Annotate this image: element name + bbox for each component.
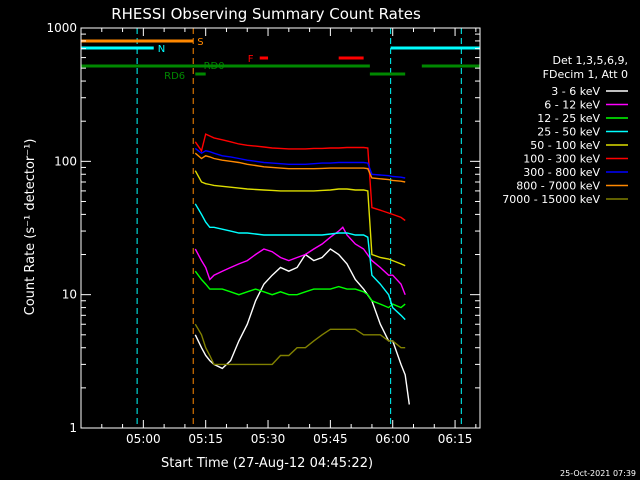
x-axis-label: Start Time (27-Aug-12 04:45:22) [161,456,373,471]
axes-frame [80,27,481,429]
plot-area: S N F RD0 RD6 05:00 05:15 05:30 05:45 06:00 06:15 1… [46,21,481,446]
legend-label-2: 12 - 25 keV [537,112,600,125]
x-tick-label-1: 05:15 [188,432,223,446]
legend-label-8: 7000 - 15000 keV [502,193,600,206]
series-line-8 [194,323,406,366]
state-bar-label-7: RD6 [164,71,185,82]
series-line-5 [194,133,406,222]
state-bar-label-1: N [158,44,165,55]
legend-label-4: 50 - 100 keV [530,139,600,152]
legend-label-0: 3 - 6 keV [551,85,600,98]
x-tick-label-0: 05:00 [126,432,161,446]
state-bar-label-0: S [197,37,203,48]
y-tick-label-0: 1 [69,421,77,435]
state-bar-label-3: F [248,54,254,65]
series-line-4 [194,170,406,267]
y-tick-label-1: 10 [62,288,77,302]
legend-label-5: 100 - 300 keV [523,153,600,166]
y-tick-label-3: 1000 [46,21,77,35]
legend-label-1: 6 - 12 keV [544,99,600,112]
series-line-7 [194,152,406,183]
series-line-1 [194,226,406,295]
legend-label-3: 25 - 50 keV [537,126,600,139]
state-bar-label-5: RD0 [204,61,225,72]
series-line-2 [194,270,406,309]
legend: Det 1,3,5,6,9, FDecim 1, Att 0 3 - 6 keV… [502,54,628,206]
legend-header-line-2: FDecim 1, Att 0 [543,68,628,81]
legend-label-6: 300 - 800 keV [523,166,600,179]
series-line-3 [194,203,406,321]
x-tick-label-2: 05:30 [251,432,286,446]
footer-timestamp: 25-Oct-2021 07:39 [560,469,636,478]
y-axis-label: Count Rate (s⁻¹ detector⁻¹) [23,139,38,316]
legend-label-7: 800 - 7000 keV [516,180,600,193]
chart-title: RHESSI Observing Summary Count Rates [111,5,421,23]
series-line-0 [194,248,410,405]
x-tick-label-3: 05:45 [313,432,348,446]
y-tick-label-2: 100 [54,154,77,168]
series-line-6 [194,147,406,179]
legend-header-line-1: Det 1,3,5,6,9, [552,54,628,67]
x-tick-label-5: 06:15 [438,432,473,446]
x-tick-label-4: 06:00 [375,432,410,446]
